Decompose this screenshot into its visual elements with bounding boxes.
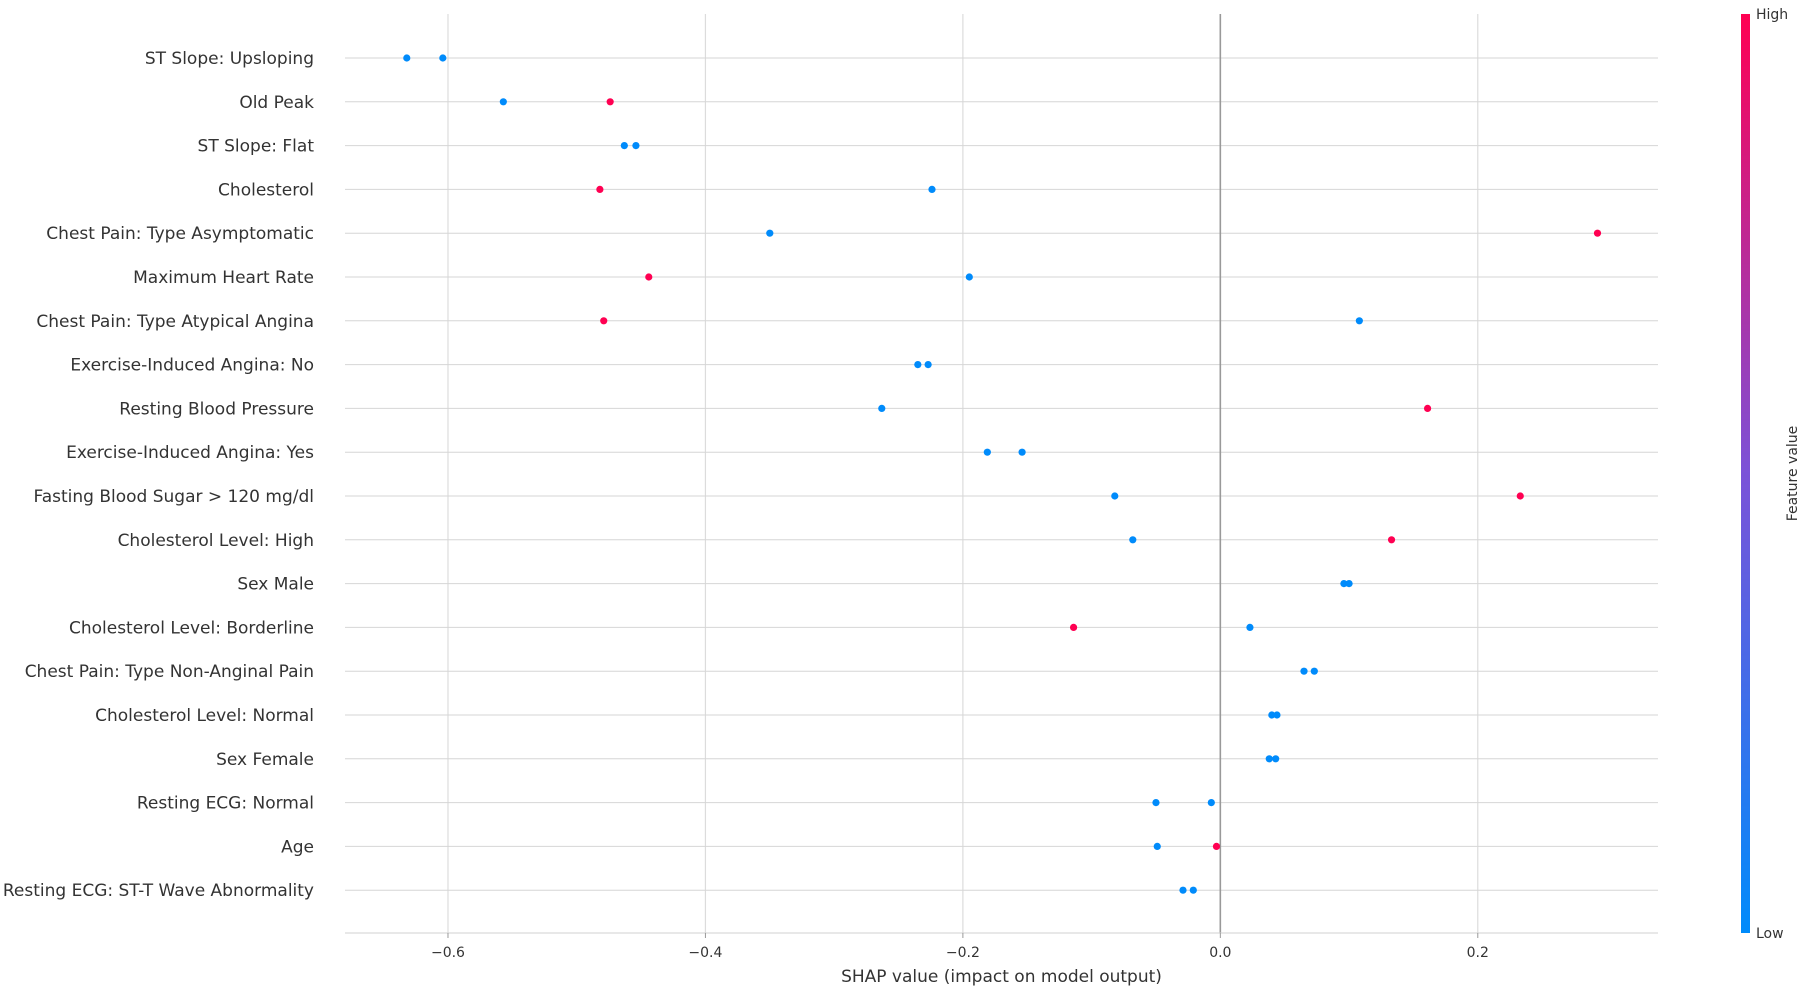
feature-label: Chest Pain: Type Non-Anginal Pain [25,662,314,682]
shap-point [766,229,774,237]
feature-label: ST Slope: Upsloping [145,49,314,69]
colorbar-low-label: Low [1756,926,1784,942]
shap-point [1516,492,1524,500]
x-axis: −0.6 −0.4 −0.2 0.0 0.2 [345,932,1658,961]
shap-point [1212,842,1221,851]
feature-label: Fasting Blood Sugar > 120 mg/dl [34,487,315,507]
shap-point [924,361,932,369]
shap-point [1355,317,1363,325]
shap-point [1179,886,1187,894]
shap-point [1387,536,1396,544]
feature-label: Old Peak [239,93,314,113]
shap-point [914,361,922,369]
feature-label: Resting Blood Pressure [119,399,314,419]
feature-label: Cholesterol [218,180,314,200]
feature-label: ST Slope: Flat [198,137,315,157]
shap-point [1340,580,1348,588]
feature-label: Resting ECG: ST-T Wave Abnormality [3,881,314,901]
shap-point [600,317,608,325]
colorbar: High Low Feature value [1741,7,1801,942]
shap-point [1423,404,1432,412]
colorbar-title: Feature value [1785,426,1801,522]
gridlines [345,14,1658,933]
shap-point [1111,492,1119,500]
x-tick-label: 0.2 [1467,945,1489,961]
shap-point [1272,755,1280,763]
x-tick-label: −0.6 [431,945,465,961]
feature-label: Sex Female [216,750,314,770]
shap-point [596,185,604,193]
shap-point [983,448,991,456]
shap-point [1152,799,1160,807]
shap-point [1300,667,1308,675]
shap-point [645,273,653,281]
feature-label: Sex Male [237,575,314,595]
feature-label: Chest Pain: Type Asymptomatic [46,224,314,244]
feature-label: Exercise-Induced Angina: Yes [66,443,314,463]
feature-label: Cholesterol Level: High [118,531,314,551]
shap-point [1246,623,1254,632]
feature-label: Chest Pain: Type Atypical Angina [36,312,314,332]
shap-point [439,54,447,62]
shap-point [1593,229,1602,237]
shap-point [1310,667,1318,675]
shap-point [620,142,628,150]
shap-point [1153,842,1161,851]
shap-point [928,185,936,193]
colorbar-gradient [1741,14,1750,933]
shap-point [1189,886,1197,894]
data-points [403,54,1602,894]
x-tick-label: 0.0 [1209,945,1231,961]
feature-label: Age [281,837,314,857]
x-axis-title: SHAP value (impact on model output) [841,967,1162,987]
shap-point [1345,580,1353,588]
shap-point [403,54,411,62]
feature-label: Resting ECG: Normal [137,794,314,814]
x-tick-label: −0.2 [946,945,980,961]
feature-label: Maximum Heart Rate [133,268,314,288]
feature-labels: ST Slope: Upsloping Old Peak ST Slope: Fla… [3,49,314,901]
shap-point [1273,711,1281,719]
feature-label: Exercise-Induced Angina: No [70,356,314,376]
shap-point [1265,755,1273,763]
shap-point [1069,623,1078,632]
x-tick-label: −0.4 [688,945,722,961]
shap-point [1129,536,1137,544]
shap-point [606,98,614,106]
feature-label: Cholesterol Level: Normal [95,706,314,726]
shap-point [1207,799,1215,807]
shap-point [1018,448,1026,456]
shap-point [878,404,886,412]
shap-point [632,142,640,150]
shap-point [965,273,973,281]
colorbar-high-label: High [1756,7,1788,23]
shap-point [1268,711,1276,719]
feature-label: Cholesterol Level: Borderline [69,618,314,638]
shap-point [499,98,507,106]
